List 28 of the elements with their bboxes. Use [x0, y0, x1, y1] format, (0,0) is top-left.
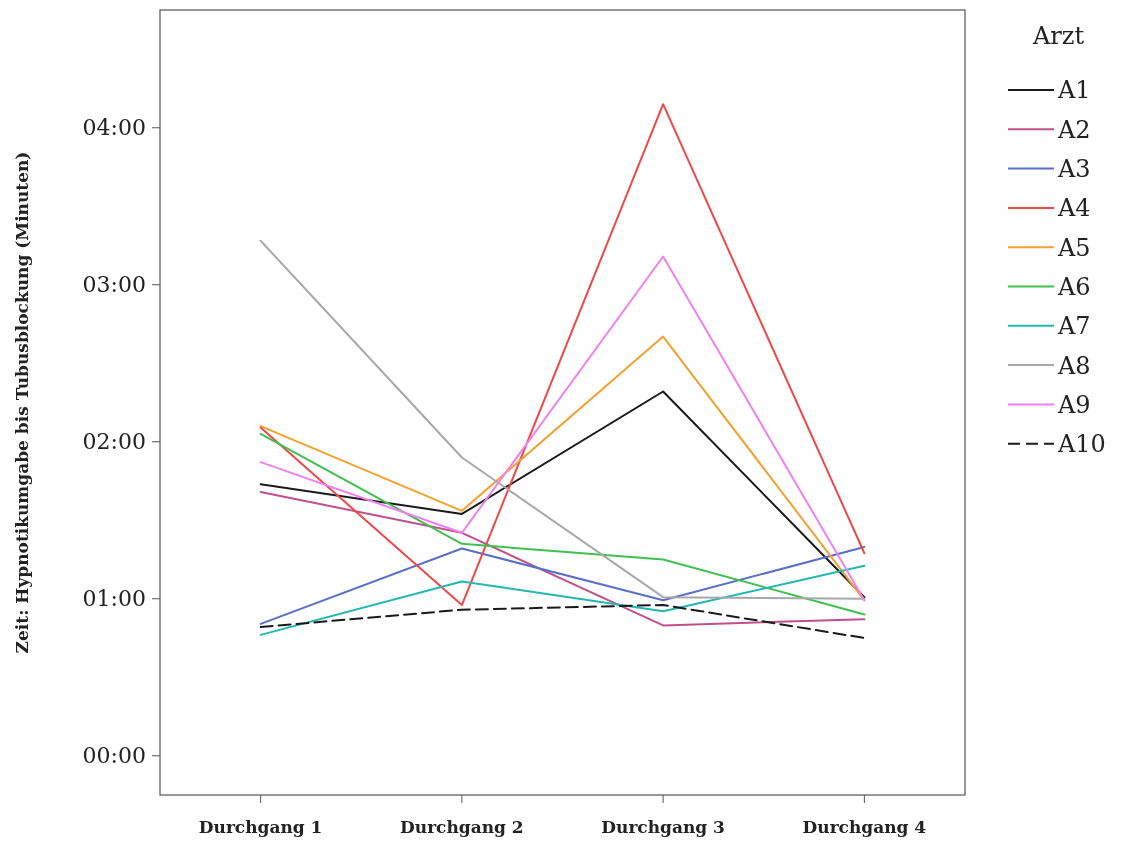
- legend-label: A5: [1057, 233, 1091, 262]
- x-tick-label: Durchgang 3: [601, 817, 725, 837]
- legend-label: A6: [1057, 272, 1091, 301]
- y-tick-label: 03:00: [82, 272, 146, 298]
- line-series: [259, 390, 866, 599]
- legend-label: A8: [1057, 351, 1091, 380]
- legend-label: A1: [1057, 76, 1091, 105]
- legend-title: Arzt: [1032, 22, 1085, 50]
- line-series: [259, 564, 866, 636]
- legend-label: A3: [1057, 155, 1091, 183]
- legend-label: A2: [1057, 115, 1091, 144]
- legend-label: A9: [1057, 390, 1091, 419]
- line-series: [259, 545, 866, 625]
- line-series: [259, 490, 866, 627]
- x-tick-label: Durchgang 4: [802, 817, 927, 837]
- line-series: [259, 432, 866, 616]
- y-tick-label: 04:00: [82, 115, 146, 141]
- legend-label: A7: [1057, 312, 1091, 341]
- legend-label: A4: [1057, 194, 1091, 223]
- x-tick-label: Durchgang 1: [198, 817, 323, 837]
- legend-label: A10: [1057, 430, 1106, 459]
- line-series: [259, 604, 866, 639]
- x-tick-label: Durchgang 2: [400, 817, 524, 837]
- y-tick-label: 02:00: [82, 429, 146, 455]
- y-tick-label: 01:00: [82, 586, 146, 612]
- y-axis-title: Zeit: Hypnotikumgabe bis Tubusblockung (Minuten): [11, 151, 32, 654]
- y-tick-label: 00:00: [82, 743, 146, 769]
- line-series: [259, 103, 866, 607]
